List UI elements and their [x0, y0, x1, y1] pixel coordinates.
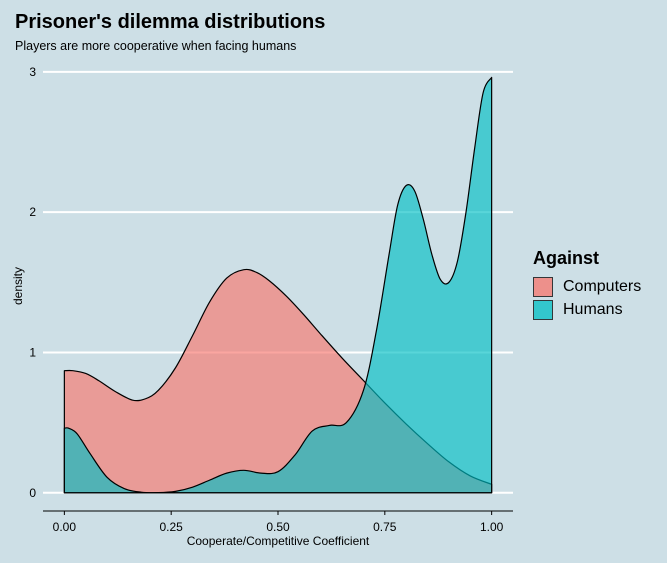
x-tick-label-3: 0.75: [373, 520, 397, 534]
legend-label-humans: Humans: [563, 300, 623, 318]
x-tick-labels: 0.00 0.25 0.50 0.75 1.00: [53, 520, 504, 534]
x-axis: [43, 510, 513, 515]
legend-item-computers: Computers: [533, 275, 641, 298]
y-tick-labels: 0 1 2 3: [29, 65, 36, 500]
density-areas: [63, 76, 493, 494]
density-area-humans: [63, 76, 493, 494]
chart-subtitle: Players are more cooperative when facing…: [15, 39, 297, 53]
legend-swatch-humans: [533, 299, 553, 320]
x-tick-label-2: 0.50: [266, 520, 290, 534]
legend-item-humans: Humans: [533, 298, 641, 321]
y-tick-label-3: 3: [29, 65, 36, 79]
x-tick-label-0: 0.00: [53, 520, 77, 534]
x-tick-label-1: 0.25: [160, 520, 184, 534]
x-axis-title: Cooperate/Competitive Coefficient: [187, 534, 370, 548]
y-tick-label-0: 0: [29, 486, 36, 500]
legend-title: Against: [533, 248, 600, 268]
legend: Against Computers Humans: [533, 248, 641, 321]
y-tick-label-2: 2: [29, 205, 36, 219]
y-axis-title: density: [11, 267, 25, 305]
y-tick-label-1: 1: [29, 345, 36, 359]
legend-label-computers: Computers: [563, 277, 642, 295]
legend-swatch-computers: [533, 276, 553, 297]
chart-title: Prisoner's dilemma distributions: [15, 11, 326, 33]
x-tick-label-4: 1.00: [480, 520, 504, 534]
